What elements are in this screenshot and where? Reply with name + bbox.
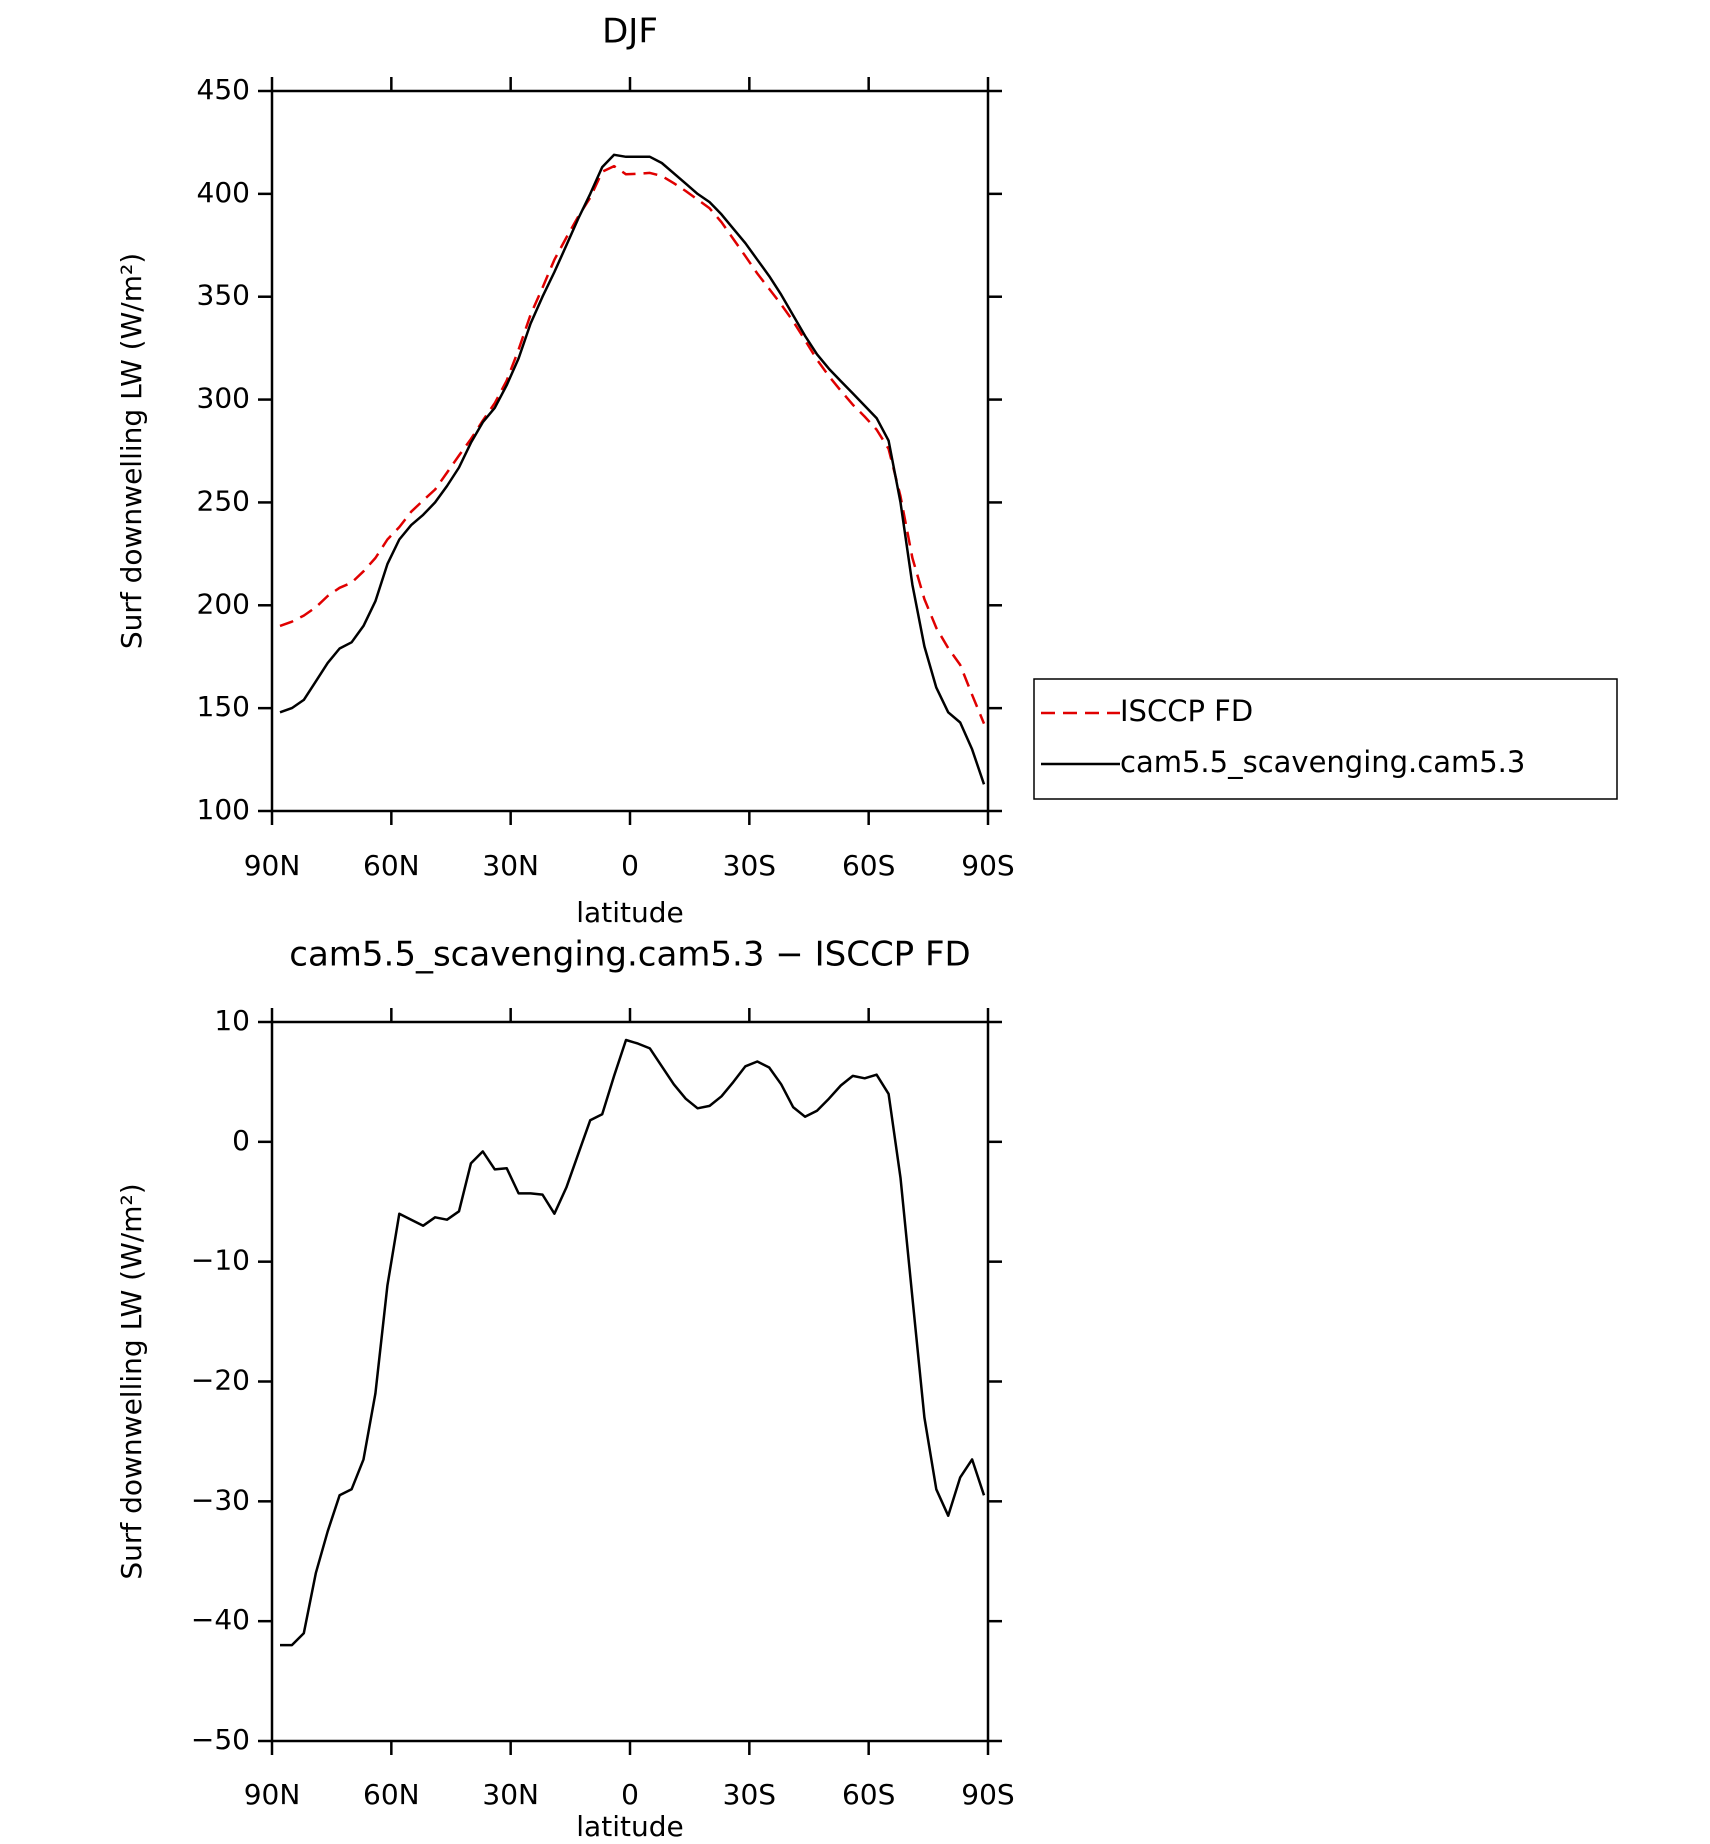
y-tick-label: 250 (197, 484, 250, 517)
plot-frame (270, 1020, 990, 1743)
y-tick-label: 100 (197, 793, 250, 826)
x-tick-label: 90N (244, 1778, 301, 1811)
x-tick-label: 60S (842, 849, 895, 882)
chart-title: DJF (602, 12, 658, 52)
legend-label: ISCCP FD (1120, 694, 1253, 728)
y-tick-label: −20 (191, 1364, 250, 1397)
x-tick-label: 60N (363, 849, 420, 882)
y-axis-label: Surf downwelling LW (W/m²) (115, 1183, 148, 1579)
y-tick-label: −50 (191, 1723, 250, 1756)
y-tick-label: 150 (197, 690, 250, 723)
y-tick-label: −10 (191, 1244, 250, 1277)
x-tick-label: 90S (961, 849, 1014, 882)
legend-box (1033, 678, 1618, 800)
y-tick-label: 300 (197, 382, 250, 415)
x-tick-label: 30S (723, 849, 776, 882)
y-tick-label: −40 (191, 1603, 250, 1636)
x-tick-label: 0 (621, 1778, 639, 1811)
chart-title: cam5.5_scavenging.cam5.3 − ISCCP FD (289, 935, 970, 975)
x-tick-label: 60N (363, 1778, 420, 1811)
y-tick-label: 400 (197, 176, 250, 209)
data-line (279, 153, 986, 785)
y-axis-label: Surf downwelling LW (W/m²) (115, 253, 148, 649)
y-tick-label: −30 (191, 1483, 250, 1516)
y-tick-label: 10 (214, 1004, 250, 1037)
x-tick-label: 30S (723, 1778, 776, 1811)
x-axis-label: latitude (576, 1810, 683, 1843)
x-tick-label: 60S (842, 1778, 895, 1811)
x-axis-label: latitude (576, 896, 683, 929)
x-tick-label: 0 (621, 849, 639, 882)
x-tick-label: 30N (482, 849, 539, 882)
data-line (279, 164, 986, 725)
legend-label: cam5.5_scavenging.cam5.3 (1120, 745, 1525, 779)
y-tick-label: 200 (197, 587, 250, 620)
plot-frame (270, 89, 990, 813)
y-tick-label: 0 (232, 1124, 250, 1157)
data-line (280, 1038, 986, 1647)
x-tick-label: 90N (244, 849, 301, 882)
y-tick-label: 350 (197, 279, 250, 312)
y-tick-label: 450 (197, 73, 250, 106)
x-tick-label: 90S (961, 1778, 1014, 1811)
x-tick-label: 30N (482, 1778, 539, 1811)
